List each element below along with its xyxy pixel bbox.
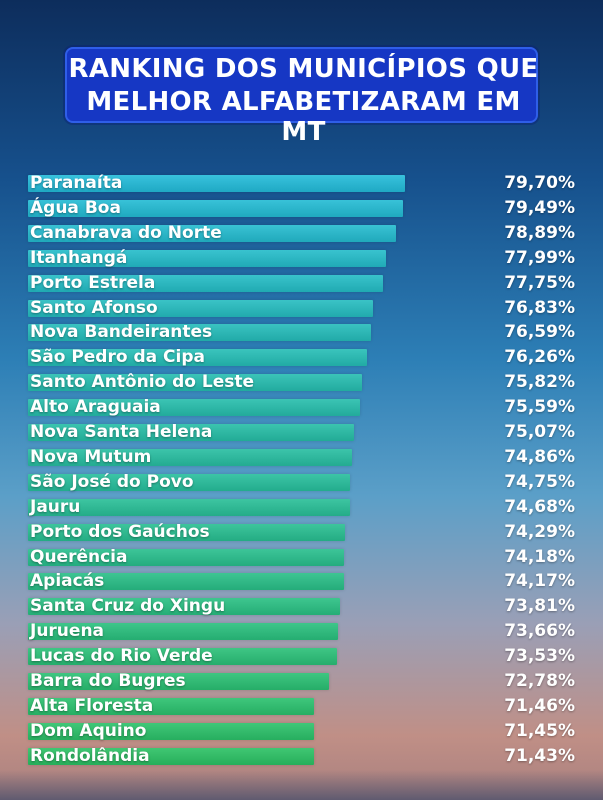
municipality-label: Porto Estrela — [30, 272, 156, 293]
municipality-label: Alta Floresta — [30, 695, 154, 716]
percentage-value: 73,53% — [504, 646, 575, 667]
percentage-value: 77,75% — [504, 272, 575, 293]
municipality-label: Alto Araguaia — [30, 397, 161, 418]
percentage-value: 74,86% — [504, 446, 575, 467]
bar — [28, 448, 352, 466]
percentage-value: 71,45% — [504, 720, 575, 741]
percentage-value: 76,59% — [504, 322, 575, 343]
bar — [28, 473, 350, 491]
bar — [28, 747, 314, 765]
municipality-label: Barra do Bugres — [30, 671, 186, 691]
municipality-label: Lucas do Rio Verde — [30, 646, 213, 667]
municipality-label: Itanhangá — [30, 247, 128, 268]
municipality-label: Apiacás — [30, 571, 105, 592]
bar — [28, 399, 360, 417]
bar — [28, 274, 383, 292]
municipality-label: Canabrava do Norte — [30, 222, 222, 243]
percentage-value: 71,46% — [504, 695, 575, 716]
bar — [28, 573, 344, 591]
municipality-label: Jauru — [30, 496, 81, 517]
percentage-value: 74,17% — [504, 571, 575, 592]
municipality-label: Paranaíta — [30, 173, 123, 193]
bar — [28, 224, 396, 242]
percentage-value: 74,75% — [504, 471, 575, 492]
percentage-value: 71,43% — [504, 745, 575, 766]
bar — [28, 498, 350, 516]
bar — [28, 523, 345, 541]
municipality-label: Nova Mutum — [30, 446, 152, 467]
municipality-label: Rondolândia — [30, 745, 150, 766]
percentage-value: 78,89% — [504, 222, 575, 243]
percentage-value: 76,26% — [504, 347, 575, 368]
municipality-label: Dom Aquino — [30, 720, 147, 741]
bar — [28, 722, 314, 740]
bar — [28, 424, 354, 441]
bar — [28, 623, 338, 641]
municipality-label: Santo Afonso — [30, 297, 158, 318]
bar — [28, 374, 362, 392]
percentage-value: 76,83% — [504, 297, 575, 318]
percentage-value: 75,82% — [504, 372, 575, 393]
bar — [28, 199, 403, 217]
bar — [28, 349, 367, 367]
bar — [28, 548, 344, 566]
percentage-value: 79,49% — [504, 197, 575, 218]
percentage-value: 74,18% — [504, 546, 575, 567]
municipality-label: Porto dos Gaúchos — [30, 521, 210, 542]
bar — [28, 697, 314, 715]
percentage-value: 75,07% — [504, 422, 575, 442]
municipality-label: Santa Cruz do Xingu — [30, 596, 226, 617]
percentage-value: 74,29% — [504, 521, 575, 542]
municipality-label: São Pedro da Cipa — [30, 347, 205, 368]
title-line-2: MELHOR ALFABETIZARAM EM MT — [86, 87, 521, 147]
title-line-1: RANKING DOS MUNICÍPIOS QUE — [68, 54, 539, 84]
municipality-label: Santo Antônio do Leste — [30, 372, 255, 393]
municipality-label: São José do Povo — [30, 471, 194, 492]
bar — [28, 324, 371, 342]
municipality-label: Querência — [30, 546, 128, 567]
title-banner: RANKING DOS MUNICÍPIOS QUE MELHOR ALFABE… — [65, 47, 539, 147]
bar — [28, 175, 405, 192]
percentage-value: 73,81% — [504, 596, 575, 617]
percentage-value: 77,99% — [504, 247, 575, 268]
bar — [28, 673, 329, 690]
percentage-value: 73,66% — [504, 621, 575, 642]
percentage-value: 72,78% — [504, 671, 575, 691]
bar — [28, 598, 340, 616]
municipality-label: Juruena — [30, 621, 105, 642]
municipality-label: Nova Bandeirantes — [30, 322, 213, 343]
background-horizon — [0, 770, 603, 800]
percentage-value: 79,70% — [504, 173, 575, 193]
percentage-value: 74,68% — [504, 496, 575, 517]
percentage-value: 75,59% — [504, 397, 575, 418]
bar — [28, 648, 337, 666]
bar — [28, 249, 386, 267]
municipality-label: Nova Santa Helena — [30, 422, 213, 442]
bar — [28, 299, 373, 317]
municipality-label: Água Boa — [30, 197, 121, 218]
